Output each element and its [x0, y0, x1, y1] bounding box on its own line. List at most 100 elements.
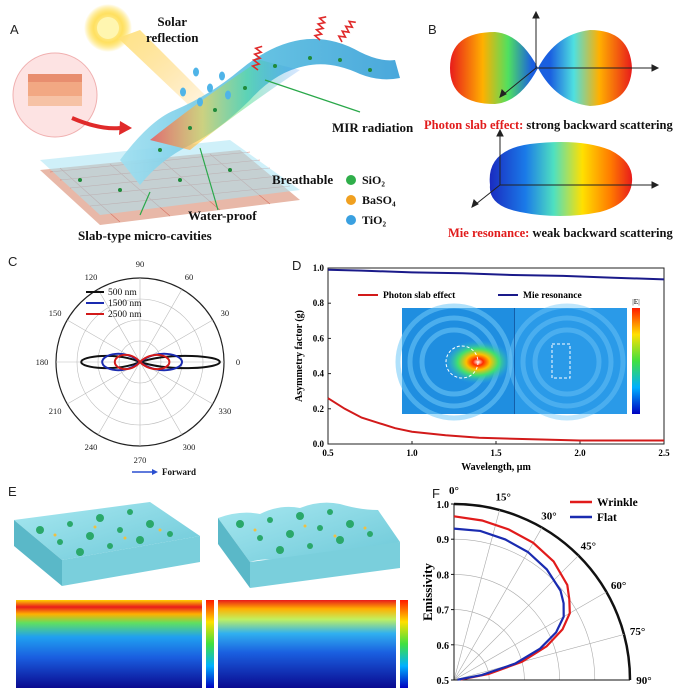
- polar-c-spoke-240: [97, 361, 141, 435]
- panel-f: F 0° 15° 30° 45° 60° 75° 90° 0.5 0.6 0.7 0.8 0.9 1.0…: [420, 480, 681, 692]
- flat-slab-model: [14, 502, 200, 586]
- forward-arrow-icon: [152, 469, 158, 475]
- inset-colorbar: [632, 308, 640, 414]
- inset-wave-r-0: [532, 327, 602, 397]
- polar-c-legend-label-2: 2500 nm: [108, 310, 142, 320]
- polar-f-angle-30: 30°: [541, 510, 556, 522]
- polar-c-spoke-300: [139, 361, 183, 435]
- forward-annotation: Forward: [162, 467, 196, 477]
- chart-f-polar: 0° 15° 30° 45° 60° 75° 90° 0.5 0.6 0.7 0.8 0.9 1.0 Em…: [420, 485, 652, 687]
- polar-c-spoke-60: [139, 289, 183, 363]
- polar-f-spoke-15: [453, 509, 500, 681]
- polar-c-angle-330: 330: [218, 406, 231, 416]
- caption-slab: Photon slab effect: strong backward scat…: [424, 118, 673, 132]
- scattering-lobes: [450, 10, 660, 216]
- inset-slab-outline: [551, 343, 571, 379]
- x-tick-label-1.0: 1.0: [406, 448, 418, 458]
- series-line-d-0: [327, 397, 664, 442]
- panel-b: B Photon slab: [420, 0, 681, 250]
- y-tick-label-0.2: 0.2: [313, 404, 325, 414]
- panel-label-b: B: [428, 22, 437, 37]
- panel-label-d: D: [292, 258, 302, 273]
- baso4-marker-icon: [346, 195, 356, 205]
- label-slab-cavities: Slab-type micro-cavities: [78, 228, 212, 243]
- polar-f-angle-60: 60°: [611, 580, 626, 592]
- polar-c-series-2: [113, 353, 171, 371]
- polar-f-angle-0: 0°: [449, 485, 459, 497]
- panel-label-f: F: [432, 486, 440, 501]
- film-base: [40, 140, 300, 215]
- polar-f-angle-45: 45°: [581, 541, 596, 553]
- chart-d-line: 0.5 1.0 1.5 2.0 2.5 0.0 0.2 0.4 0.6 0.8 1.0 Wavelen…: [294, 263, 670, 473]
- polar-f-rlabel-0.5: 0.5: [437, 676, 450, 687]
- panel-a-illustration: [12, 4, 400, 225]
- polar-f-spoke-45: [453, 555, 579, 681]
- polar-c-legend-label-0: 500 nm: [108, 288, 137, 298]
- y-tick-label-0.6: 0.6: [313, 333, 325, 343]
- y-tick-label-0.8: 0.8: [313, 298, 325, 308]
- label-breathable: Breathable: [272, 172, 334, 187]
- inset-colorbar-label: |E|: [632, 297, 640, 306]
- sio2-marker-icon: [346, 175, 356, 185]
- field-map-flat: [16, 600, 202, 688]
- polar-f-rlabel-0.7: 0.7: [437, 606, 450, 617]
- inset-wave-r-1: [520, 315, 614, 409]
- polar-f-ylabel: Emissivity: [420, 563, 435, 621]
- polar-f-rlabel-0.8: 0.8: [437, 570, 450, 581]
- panel-d: D 0.5 1.0 1.5 2.0 2.5 0.0 0.2 0.4 0.6 0.8 1.0 Wavel…: [290, 250, 681, 480]
- panel-label-a: A: [10, 22, 19, 37]
- polar-c-angle-120: 120: [85, 272, 98, 282]
- caption-mie: Mie resonance: weak backward scattering: [448, 226, 673, 240]
- mie-lobe: [489, 142, 633, 216]
- polar-f-spoke-60: [453, 591, 607, 681]
- label-mir-radiation: MIR radiation: [332, 120, 414, 135]
- solar-beam: [118, 30, 210, 112]
- polar-c-angle-240: 240: [85, 442, 98, 452]
- field-map-wrinkle: [218, 600, 396, 688]
- polar-c-angle-210: 210: [49, 406, 62, 416]
- y-tick-label-0.0: 0.0: [313, 439, 325, 449]
- polar-c-angle-150: 150: [49, 308, 62, 318]
- panel-label-c: C: [8, 254, 18, 269]
- polar-f-spoke-75: [453, 634, 625, 681]
- polar-c-angle-0: 0: [236, 357, 240, 367]
- x-tick-label-0.5: 0.5: [322, 448, 334, 458]
- polar-f-legend-label-1: Flat: [597, 512, 617, 524]
- polar-c-legend-label-1: 1500 nm: [108, 299, 142, 309]
- polar-f-series-0: [453, 515, 571, 681]
- polar-f-angle-15: 15°: [495, 491, 510, 503]
- polar-c-angle-60: 60: [185, 272, 194, 282]
- x-tick-label-2.5: 2.5: [658, 448, 670, 458]
- panel-e-illustration: [14, 502, 408, 688]
- series-line-d-1: [327, 268, 665, 281]
- polar-f-legend-label-0: Wrinkle: [597, 497, 638, 509]
- polar-c-spoke-120: [97, 289, 141, 363]
- panel-c: C 0 30 60 90 120 150 180 210 240 270 300 330 500 nm 1…: [0, 250, 290, 480]
- polar-f-rlabel-0.6: 0.6: [437, 641, 450, 652]
- colorbar-flat: [206, 600, 214, 688]
- legend-d-label-0: Photon slab effect: [383, 291, 456, 301]
- y-axis-label-d: Asymmetry factor (g): [294, 310, 305, 402]
- polar-c-angle-90: 90: [136, 259, 145, 269]
- polar-f-spoke-30: [453, 527, 543, 681]
- tio2-marker-icon: [346, 215, 356, 225]
- polar-c-angle-30: 30: [221, 308, 230, 318]
- polar-f-angle-90: 90°: [636, 675, 651, 687]
- polar-f-ring-1.0: [453, 502, 632, 681]
- label-solar-reflection: Solar reflection: [146, 14, 199, 45]
- chart-c-polar: 0 30 60 90 120 150 180 210 240 270 300 330 500 nm150…: [36, 259, 241, 477]
- polar-f-series-1: [453, 527, 565, 681]
- colorbar-wrinkle: [400, 600, 408, 688]
- polar-c-angle-180: 180: [36, 357, 49, 367]
- legend-d-label-1: Mie resonance: [523, 291, 582, 301]
- panel-a: A: [0, 0, 420, 250]
- label-water-proof: Water-proof: [188, 208, 257, 223]
- legend-baso4: BaSO₄: [346, 190, 396, 210]
- polar-f-rlabel-0.9: 0.9: [437, 535, 450, 546]
- polar-f-rlabel-1.0: 1.0: [437, 500, 450, 511]
- wrinkled-slab-model: [218, 502, 400, 588]
- polar-f-angle-75: 75°: [630, 626, 645, 638]
- x-axis-label-d: Wavelength, μm: [461, 462, 531, 473]
- x-tick-label-2.0: 2.0: [574, 448, 586, 458]
- polar-c-angle-270: 270: [134, 455, 147, 465]
